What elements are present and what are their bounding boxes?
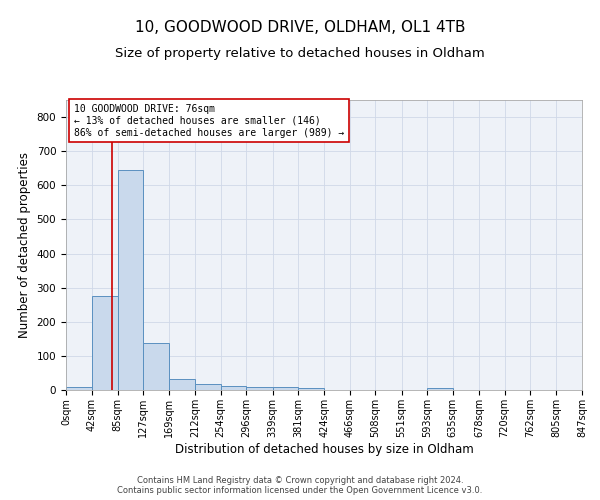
- Y-axis label: Number of detached properties: Number of detached properties: [18, 152, 31, 338]
- Bar: [298, 388, 325, 390]
- Bar: [92, 296, 118, 390]
- Text: Size of property relative to detached houses in Oldham: Size of property relative to detached ho…: [115, 48, 485, 60]
- Text: Contains HM Land Registry data © Crown copyright and database right 2024.
Contai: Contains HM Land Registry data © Crown c…: [118, 476, 482, 495]
- Bar: [118, 170, 143, 390]
- Bar: [247, 386, 272, 390]
- X-axis label: Distribution of detached houses by size in Oldham: Distribution of detached houses by size …: [175, 442, 473, 456]
- Bar: [272, 386, 298, 390]
- Bar: [169, 378, 195, 390]
- Bar: [66, 388, 92, 390]
- Bar: [221, 386, 247, 390]
- Text: 10 GOODWOOD DRIVE: 76sqm
← 13% of detached houses are smaller (146)
86% of semi-: 10 GOODWOOD DRIVE: 76sqm ← 13% of detach…: [74, 104, 344, 138]
- Bar: [427, 388, 453, 390]
- Text: 10, GOODWOOD DRIVE, OLDHAM, OL1 4TB: 10, GOODWOOD DRIVE, OLDHAM, OL1 4TB: [135, 20, 465, 35]
- Bar: [195, 384, 221, 390]
- Bar: [143, 343, 169, 390]
